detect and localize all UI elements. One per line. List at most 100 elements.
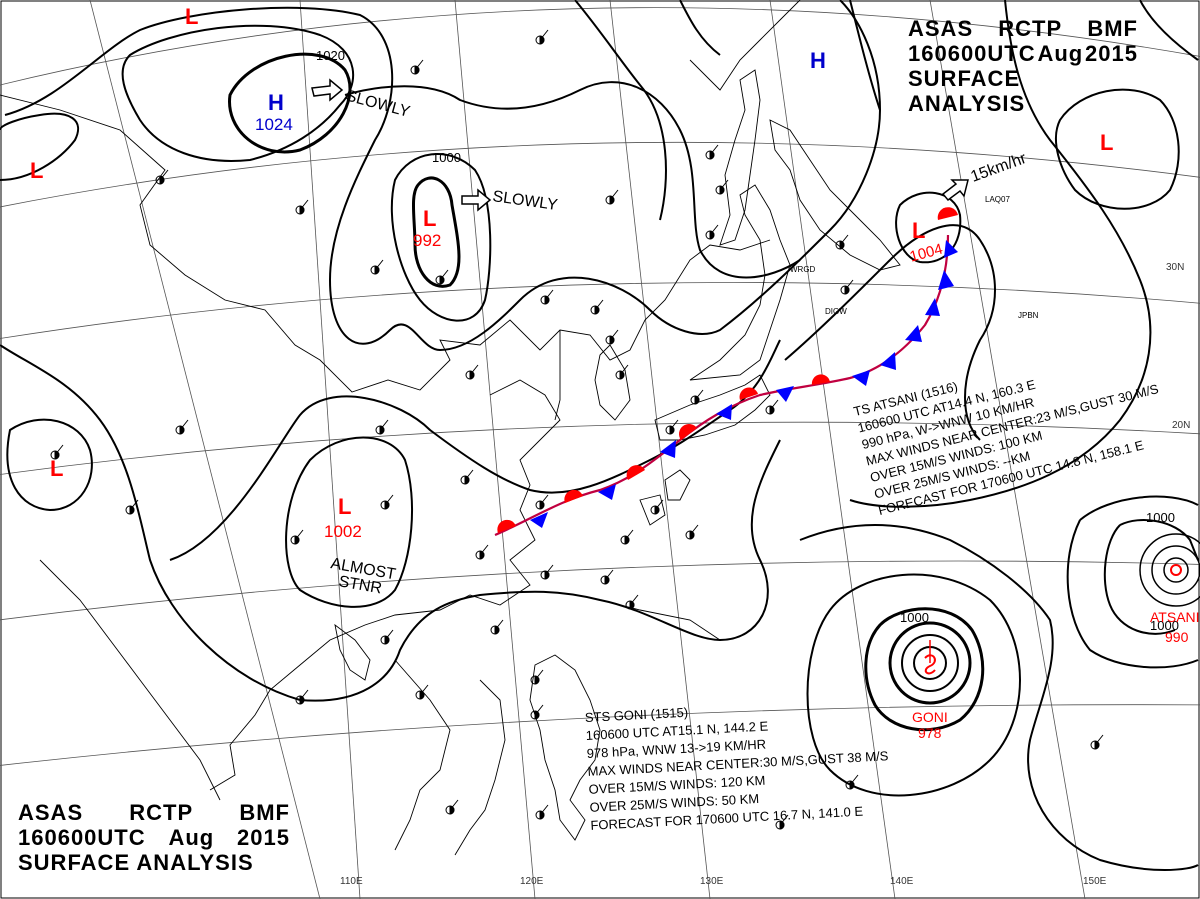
isobar-atsani-1000	[1103, 519, 1199, 635]
title-product: SURFACE ANALYSIS	[908, 66, 1026, 116]
warm-front-mark	[626, 465, 645, 480]
typhoon-pressure-goni: 978	[918, 725, 942, 741]
title-row-2: 160600UTC Aug 2015	[908, 41, 1138, 66]
low-center-southwest: L	[50, 456, 63, 481]
cold-front-mark	[905, 325, 922, 342]
isobar-1000-ring	[390, 153, 492, 322]
station-wind-barb	[294, 529, 304, 541]
low-value-1002: 1002	[324, 522, 362, 541]
title-office: BMF	[239, 800, 290, 825]
cold-front-mark	[530, 512, 548, 528]
station-wind-barb	[299, 689, 309, 701]
lon-label-140e: 140E	[890, 876, 914, 887]
title-product: SURFACE ANALYSIS	[18, 850, 254, 875]
typhoon-name-atsani: ATSANI	[1150, 609, 1200, 625]
graticule-labels: 110E 120E 130E 140E 150E 30N 20N	[340, 262, 1190, 887]
cold-front-mark	[938, 270, 954, 290]
isobar-north-trough	[574, 0, 667, 221]
title-time: 160600UTC	[18, 825, 146, 850]
isobar-goni-1000	[864, 607, 985, 732]
station-wind-barb	[534, 704, 544, 716]
station-wind-barb	[654, 499, 664, 511]
title-year: 2015	[1085, 41, 1138, 66]
station-wind-barb	[449, 799, 459, 811]
station-wind-barb	[539, 494, 549, 506]
isobar-south-coast	[0, 344, 781, 702]
low-center-east: L	[1100, 130, 1113, 155]
isobar-goni-outer	[806, 573, 1021, 797]
low-center-1002: L	[338, 494, 351, 519]
warm-front-mark	[564, 489, 583, 503]
typhoon-info-goni: STS GONI (1515) 160600 UTC AT15.1 N, 144…	[584, 705, 889, 833]
station-wind-barb	[159, 169, 169, 181]
title-row-2: 160600UTC Aug 2015	[18, 825, 290, 850]
isobar-label-1000-atsani-south: 1000	[1150, 618, 1179, 633]
station-wind-barb	[624, 529, 634, 541]
cold-front-mark	[598, 484, 616, 500]
station-wind-barb	[609, 189, 619, 201]
station-wind-barb	[709, 144, 719, 156]
isobar-label-1000-goni: 1000	[900, 610, 929, 625]
lon-label-130e: 130E	[700, 876, 724, 887]
station-plots	[50, 29, 1104, 830]
isobar-east-ridge	[849, 0, 1152, 508]
goni-line-1: STS GONI (1515)	[584, 705, 688, 725]
low-center-north: L	[185, 4, 198, 29]
warm-front-mark	[497, 519, 516, 533]
title-station: RCTP	[998, 16, 1063, 41]
station-wind-barb	[299, 199, 309, 211]
front-line	[494, 234, 950, 537]
coastlines	[0, 0, 901, 856]
isobar-southeast	[799, 524, 1199, 871]
station-wind-barb	[179, 419, 189, 431]
title-month: Aug	[1037, 41, 1084, 66]
station-wind-barb	[384, 494, 394, 506]
station-wind-barb	[669, 419, 679, 431]
isobar-west-ne	[0, 112, 80, 181]
motion-arrow	[461, 188, 492, 212]
title-time: 160600UTC	[908, 41, 1036, 66]
cold-front-mark	[660, 440, 676, 458]
station-wind-barb	[849, 774, 859, 786]
cold-front-mark	[716, 404, 732, 420]
station-wind-barb	[54, 444, 64, 456]
title-row-1: ASAS RCTP BMF	[908, 16, 1138, 41]
warm-front-mark	[679, 424, 697, 440]
station-wind-barb	[539, 804, 549, 816]
isobar-japan-east	[784, 224, 996, 441]
lat-label-30n: 30N	[1166, 262, 1184, 273]
station-ids: WRGD DIGW JPBN LAQ07	[790, 195, 1039, 320]
station-id-wrgd: WRGD	[790, 265, 816, 274]
high-center-mongolia: H	[268, 90, 284, 115]
low-center-992: L	[423, 206, 436, 231]
station-wind-barb	[419, 684, 429, 696]
isobar-outer-north	[4, 0, 882, 352]
isobar-value-labels: 1020 1000 1000 1000 1000	[316, 48, 1179, 633]
title-row-1: ASAS RCTP BMF	[18, 800, 290, 825]
warm-front-mark	[811, 374, 830, 385]
lon-label-120e: 120E	[520, 876, 544, 887]
isobar-label-1000: 1000	[432, 150, 461, 165]
station-wind-barb	[689, 524, 699, 536]
station-id-digw: DIGW	[825, 307, 847, 316]
typhoon-pressure-atsani: 990	[1165, 629, 1189, 645]
warm-front-mark	[739, 387, 758, 400]
cold-front-mark	[776, 386, 794, 402]
station-wind-barb	[129, 499, 139, 511]
isobar-north-east	[679, 0, 881, 111]
cold-front-marks	[530, 240, 958, 528]
title-agency: ASAS	[908, 16, 974, 41]
station-wind-barb	[769, 399, 779, 411]
station-id-laq07: LAQ07	[985, 195, 1010, 204]
motion-arrows	[311, 78, 969, 212]
typhoon-atsani-symbol	[1139, 533, 1200, 607]
warm-front-mark	[937, 207, 958, 220]
low-center-west: L	[30, 158, 43, 183]
high-value-1024: 1024	[255, 115, 293, 134]
station-id-jpbn: JPBN	[1018, 311, 1039, 320]
title-block-bottom: ASAS RCTP BMF 160600UTC Aug 2015 SURFACE…	[18, 800, 290, 875]
station-wind-barb	[839, 234, 849, 246]
station-wind-barb	[539, 29, 549, 41]
motion-arrow	[311, 78, 344, 102]
